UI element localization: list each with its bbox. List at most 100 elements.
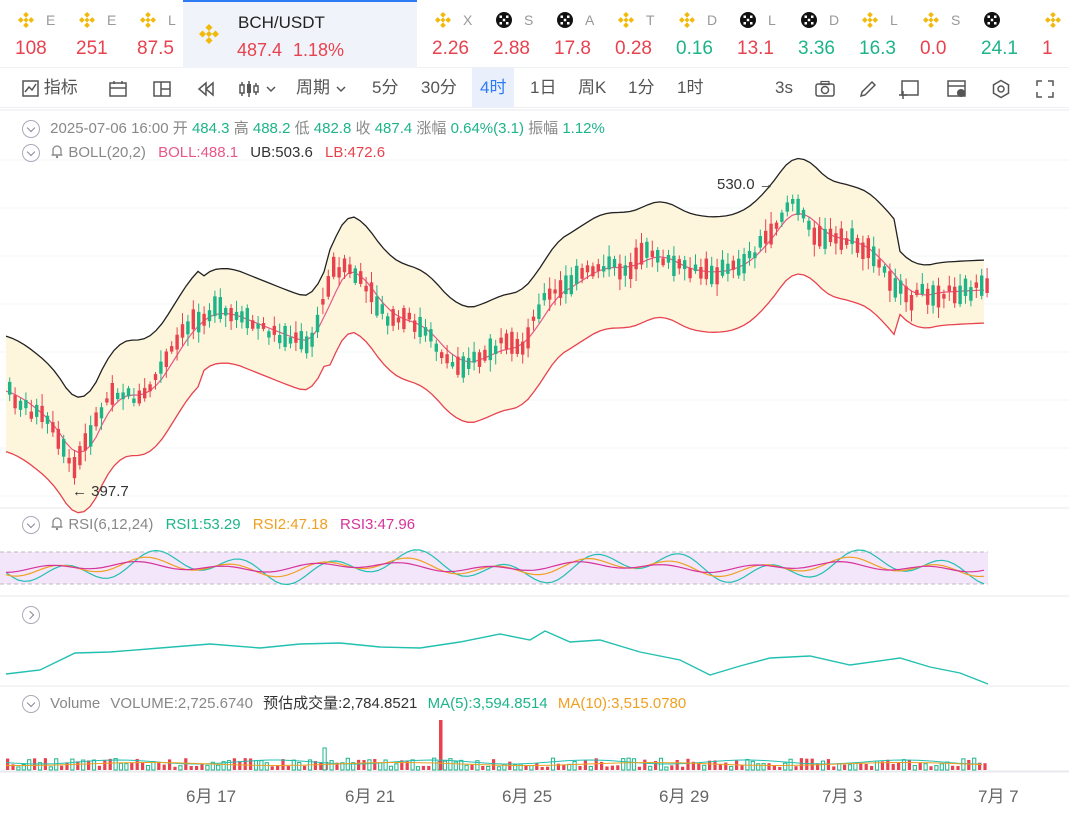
candle-body [915,289,919,296]
ticker-item[interactable]: S 2.88 [478,0,539,68]
candle-body [229,308,233,322]
x-axis-label: 6月 21 [345,787,396,806]
candle-body [240,311,244,323]
volume-bar [610,765,614,770]
volume-bar [276,765,280,770]
ticker-item[interactable]: X 2.26 [417,0,478,68]
expand-toggle[interactable] [22,606,40,625]
candle-body [418,316,422,337]
settings-button[interactable] [991,68,1011,108]
candle-body [305,336,309,354]
volume-bar [907,759,911,770]
volume-bar [697,762,701,770]
candle-body [8,381,12,395]
collapse-toggle[interactable] [22,120,40,139]
collapse-toggle[interactable] [22,516,40,535]
candle-body [494,345,498,355]
candle-body [402,308,406,330]
interval-4h[interactable]: 4时 [472,68,515,108]
okx-icon [740,12,756,28]
volume-bar [335,762,339,770]
draw-button[interactable] [858,68,878,108]
ticker-item[interactable]: L 13.1 [722,0,783,68]
bell-icon[interactable] [50,144,64,161]
bell-icon[interactable] [50,516,64,533]
ticker-item[interactable]: T 0.28 [600,0,661,68]
chart-type-button[interactable] [238,68,277,108]
volume-bar [432,757,437,771]
collapse-toggle[interactable] [22,144,40,163]
camera-icon [815,80,835,97]
candle-body [283,325,287,347]
interval-30m[interactable]: 30分 [421,78,457,97]
ticker-item[interactable]: BCH/USDT 487.4 1.18% [183,0,417,68]
volume-bar [168,759,172,770]
candle-body [602,266,606,272]
volume-bar [983,763,987,770]
volume-bar [897,762,901,770]
collapse-toggle[interactable] [22,695,40,714]
volume-bar [880,761,884,770]
calculator-button[interactable] [946,68,968,108]
ticker-item[interactable]: D 0.16 [661,0,722,68]
candle-body [288,337,293,344]
candle-body [931,285,935,306]
candle-body [348,264,352,274]
interval-1w[interactable]: 周K [578,78,607,97]
candle-body [278,334,282,344]
volume-bar [351,762,356,771]
ticker-item[interactable]: A 17.8 [539,0,600,68]
interval-5m[interactable]: 5分 [372,78,399,97]
volume-bar [578,765,582,770]
ticker-item[interactable]: 24.1 [966,0,1027,68]
screenshot-button[interactable] [814,68,836,108]
volume-bar [238,761,242,770]
volume-bar [540,766,544,770]
refresh-interval[interactable]: 3s [775,78,793,97]
volume-bar [130,762,134,770]
ticker-item[interactable]: D 3.36 [783,0,844,68]
volume-bar [556,763,560,770]
candle-body [666,254,671,263]
ticker-symbol: L [890,12,898,28]
ticker-item[interactable]: S 0.0 [905,0,966,68]
volume-bar [810,758,814,770]
x-axis-label: 6月 25 [502,787,553,806]
candle-body [747,250,752,259]
volume-bar [708,760,712,770]
interval-1m[interactable]: 1分 [628,78,655,97]
candle-body [645,241,649,258]
period-dropdown[interactable]: 周期 [296,68,347,108]
ticker-item[interactable]: E 108 [0,0,61,68]
volume-bar [189,766,193,770]
volume-bar [853,762,858,771]
ticker-symbol: L [168,12,176,28]
volume-bar [788,758,793,771]
add-window-button[interactable] [898,68,920,108]
candle-body [510,331,514,354]
candle-body [94,412,98,427]
ticker-item[interactable]: E 251 [61,0,122,68]
ticker-symbol: D [707,12,718,28]
volume-bar [97,765,101,770]
volume-bar [145,764,151,771]
candle-body [585,265,590,273]
x-axis-label: 7月 7 [978,787,1019,806]
candle-body [116,392,120,400]
replay-button[interactable] [196,68,216,108]
candle-body [893,278,897,298]
interval-1h[interactable]: 1时 [677,78,704,97]
interval-1d[interactable]: 1日 [530,78,557,97]
ticker-item[interactable]: 1 [1027,0,1069,68]
indicator-button[interactable]: 指标 [22,68,78,108]
volume-bar [297,762,302,771]
ticker-item[interactable]: L 87.5 [122,0,183,68]
volume-bar [967,759,971,770]
ticker-item[interactable]: L 16.3 [844,0,905,68]
grid-layout-button[interactable] [152,68,172,108]
ticker-price: 13.1 [737,38,774,59]
fullscreen-button[interactable] [1035,68,1055,108]
layout-button[interactable] [108,68,128,108]
binance-coin-icon [861,11,879,29]
